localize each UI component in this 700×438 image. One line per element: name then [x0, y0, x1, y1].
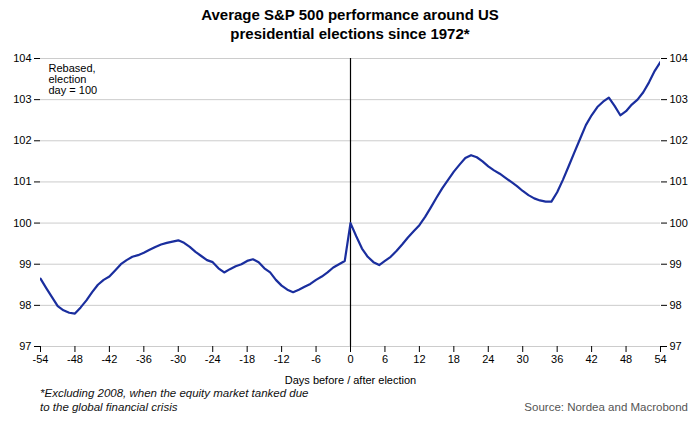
- html-text:*Excluding 2008, when the equi: *Excluding 2008, when the equity market …: [40, 386, 309, 414]
- svg-text:54: 54: [654, 353, 666, 365]
- svg-text:98: 98: [19, 298, 31, 310]
- svg-text:103: 103: [670, 93, 688, 105]
- svg-text:101: 101: [13, 175, 31, 187]
- svg-text:-12: -12: [274, 353, 290, 365]
- svg-text:102: 102: [670, 134, 688, 146]
- svg-text:18: 18: [448, 353, 460, 365]
- svg-text:101: 101: [670, 175, 688, 187]
- svg-text:99: 99: [19, 257, 31, 269]
- svg-text:12: 12: [413, 353, 425, 365]
- svg-text:-18: -18: [239, 353, 255, 365]
- svg-text:100: 100: [13, 216, 31, 228]
- svg-text:Days before / after election: Days before / after election: [285, 373, 416, 385]
- svg-text:-54: -54: [33, 353, 49, 365]
- svg-text:0: 0: [347, 353, 353, 365]
- svg-text:98: 98: [670, 298, 682, 310]
- svg-text:100: 100: [670, 216, 688, 228]
- html-text:Average S&P 500 performance ar: Average S&P 500 performance around US pr…: [201, 6, 499, 42]
- svg-text:-48: -48: [67, 353, 83, 365]
- svg-text:104: 104: [13, 52, 31, 64]
- svg-text:6: 6: [382, 353, 388, 365]
- svg-text:104: 104: [670, 52, 688, 64]
- svg-text:48: 48: [620, 353, 632, 365]
- svg-text:42: 42: [585, 353, 597, 365]
- svg-text:30: 30: [517, 353, 529, 365]
- svg-text:102: 102: [13, 134, 31, 146]
- svg-text:-30: -30: [170, 353, 186, 365]
- svg-text:24: 24: [482, 353, 494, 365]
- svg-text:-42: -42: [101, 353, 117, 365]
- svg-text:97: 97: [19, 340, 31, 352]
- svg-text:36: 36: [551, 353, 563, 365]
- svg-text:99: 99: [670, 257, 682, 269]
- svg-text:103: 103: [13, 93, 31, 105]
- svg-text:-24: -24: [205, 353, 221, 365]
- svg-text:-6: -6: [311, 353, 321, 365]
- svg-text:-36: -36: [136, 353, 152, 365]
- svg-text:Rebased,electionday = 100: Rebased,electionday = 100: [49, 62, 98, 96]
- html-text:Source: Nordea and Macrobond: Source: Nordea and Macrobond: [524, 401, 688, 414]
- svg-text:97: 97: [670, 340, 682, 352]
